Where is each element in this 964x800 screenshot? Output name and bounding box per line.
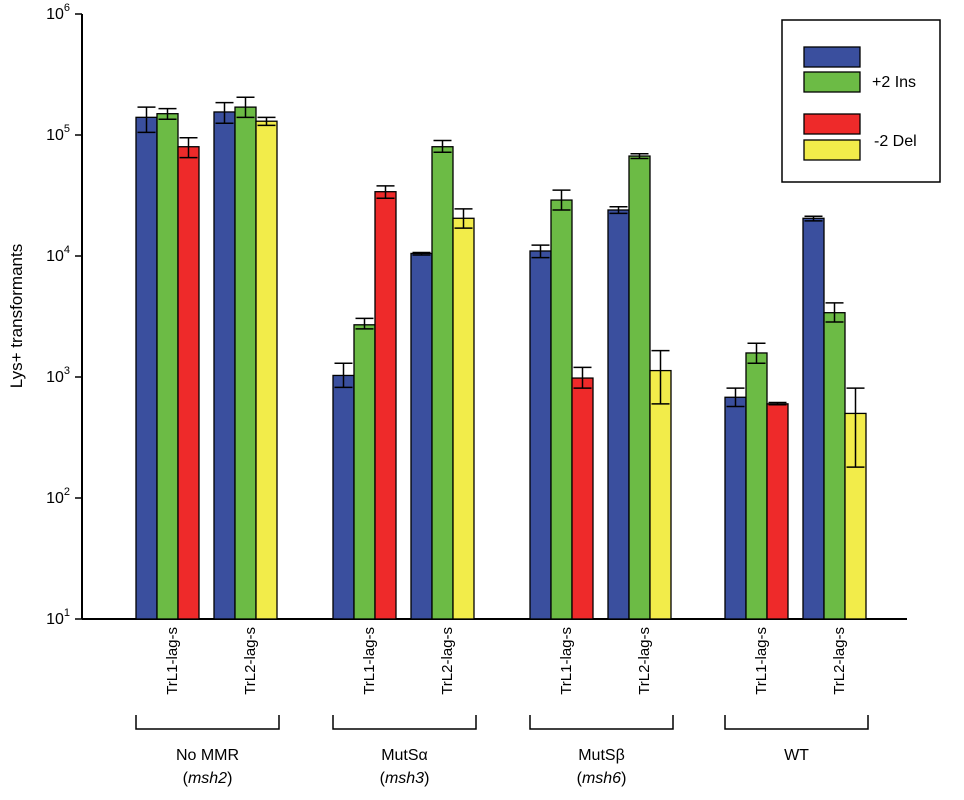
group-label: MutSβ bbox=[578, 747, 625, 764]
error-bar bbox=[158, 107, 177, 120]
bar bbox=[766, 403, 789, 620]
error-bar bbox=[376, 185, 395, 200]
bar bbox=[135, 116, 158, 620]
category-label: TrL2-lag-s bbox=[636, 627, 653, 695]
y-tick-label: 106 bbox=[46, 2, 70, 23]
group-bracket bbox=[529, 715, 674, 730]
error-bar bbox=[334, 362, 353, 389]
error-bar bbox=[630, 152, 649, 160]
error-bars bbox=[137, 96, 865, 468]
legend-label-del: -2 Del bbox=[874, 133, 917, 150]
legend-label-ins: +2 Ins bbox=[872, 74, 916, 91]
error-bar bbox=[846, 387, 865, 468]
bar bbox=[431, 146, 454, 620]
y-tick-label: 104 bbox=[46, 244, 70, 265]
bar bbox=[823, 312, 846, 620]
y-ticks: 101 102 103 104 105 106 bbox=[46, 2, 82, 628]
y-tick-label: 103 bbox=[46, 365, 70, 386]
group-brackets bbox=[135, 715, 869, 730]
group-label: WT bbox=[784, 747, 809, 764]
error-bar bbox=[531, 244, 550, 259]
y-tick-label: 105 bbox=[46, 123, 70, 144]
error-bar bbox=[257, 116, 276, 127]
error-bar bbox=[355, 317, 374, 330]
bar bbox=[332, 374, 355, 620]
y-tick-label: 101 bbox=[46, 607, 70, 628]
bar bbox=[745, 352, 768, 620]
category-labels: TrL1-lag-s TrL2-lag-s TrL1-lag-s TrL2-lag-s… bbox=[164, 627, 848, 695]
category-label: TrL2-lag-s bbox=[831, 627, 848, 695]
legend-swatch-green bbox=[803, 71, 861, 93]
bar bbox=[156, 113, 179, 620]
category-label: TrL1-lag-s bbox=[558, 627, 575, 695]
category-label: TrL1-lag-s bbox=[164, 627, 181, 695]
bar bbox=[213, 111, 236, 620]
bar bbox=[410, 252, 433, 620]
error-bar bbox=[552, 189, 571, 211]
legend-swatch-blue bbox=[803, 46, 861, 68]
bar bbox=[802, 217, 825, 620]
y-axis-label: Lys+ transformants bbox=[7, 244, 26, 388]
bar bbox=[607, 209, 630, 620]
category-label: TrL1-lag-s bbox=[753, 627, 770, 695]
error-bar bbox=[215, 101, 234, 125]
group-bracket bbox=[724, 715, 869, 730]
group-bracket bbox=[332, 715, 477, 730]
bar bbox=[452, 217, 475, 620]
error-bar bbox=[768, 401, 787, 406]
group-labels: No MMR (msh2) MutSα (msh3) MutSβ (msh6) WT bbox=[176, 747, 809, 787]
error-bar bbox=[137, 106, 156, 134]
error-bar bbox=[236, 96, 255, 119]
bar bbox=[529, 250, 552, 620]
legend-swatch-yellow bbox=[803, 139, 861, 161]
group-sublabel: (msh3) bbox=[380, 770, 430, 787]
y-tick-label: 102 bbox=[46, 486, 70, 507]
error-bar bbox=[609, 206, 628, 215]
bar bbox=[255, 120, 278, 620]
group-label: No MMR bbox=[176, 747, 239, 764]
error-bar bbox=[454, 208, 473, 229]
error-bar bbox=[825, 302, 844, 323]
legend-swatch-red bbox=[803, 113, 861, 135]
bar bbox=[628, 155, 651, 620]
bar bbox=[374, 191, 397, 620]
error-bar bbox=[573, 366, 592, 389]
error-bar bbox=[651, 349, 670, 405]
bar bbox=[724, 396, 747, 620]
bar bbox=[649, 369, 672, 620]
bar bbox=[550, 199, 573, 620]
group-bracket bbox=[135, 715, 280, 730]
error-bar bbox=[412, 251, 431, 256]
bars bbox=[135, 106, 867, 620]
category-label: TrL2-lag-s bbox=[242, 627, 259, 695]
error-bar bbox=[433, 139, 452, 154]
error-bar bbox=[179, 136, 198, 159]
category-label: TrL1-lag-s bbox=[361, 627, 378, 695]
bar bbox=[571, 377, 594, 620]
error-bar bbox=[726, 387, 745, 408]
bar bbox=[353, 324, 376, 620]
group-sublabel: (msh2) bbox=[183, 770, 233, 787]
error-bar bbox=[804, 215, 823, 222]
category-label: TrL2-lag-s bbox=[439, 627, 456, 695]
group-sublabel: (msh6) bbox=[577, 770, 627, 787]
error-bar bbox=[747, 342, 766, 364]
legend: +2 Ins -2 Del bbox=[781, 19, 941, 183]
bar bbox=[234, 106, 257, 620]
bar bbox=[177, 146, 200, 620]
group-label: MutSα bbox=[381, 747, 428, 764]
